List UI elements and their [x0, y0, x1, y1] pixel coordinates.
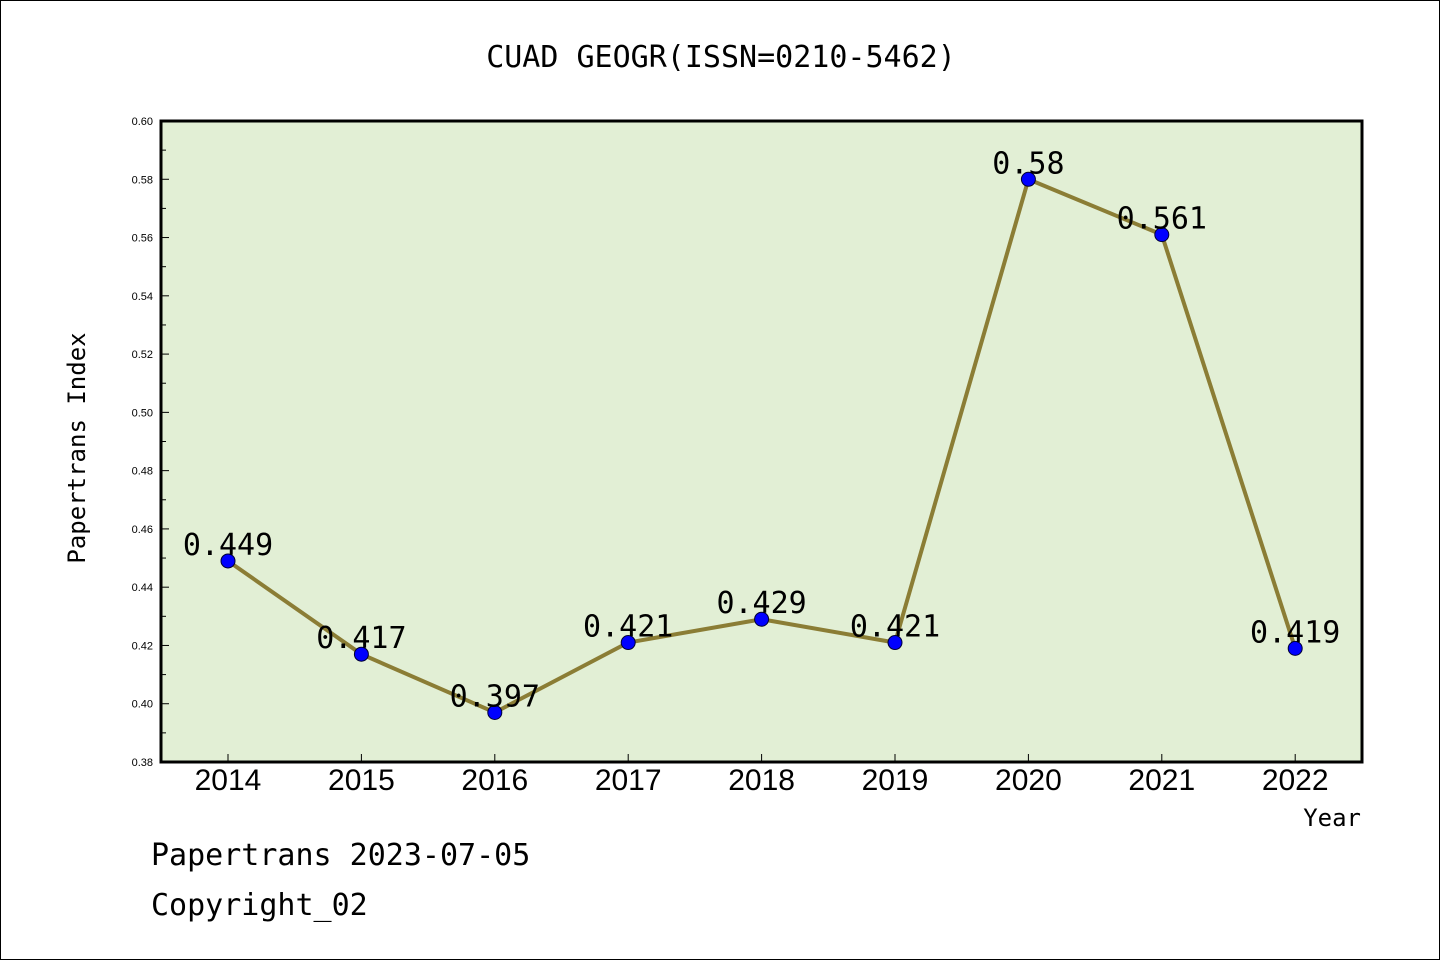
x-tick-label: 2022	[1262, 764, 1329, 797]
x-axis: 2014 2015 2016 2017 2018 2019 2020 2021 2022	[195, 754, 1329, 797]
y-tick-label: 0.60	[132, 116, 153, 128]
data-label: 0.421	[850, 610, 940, 645]
marker-group	[220, 171, 1303, 720]
x-tick-label: 2021	[1128, 764, 1195, 797]
y-tick-label: 0.52	[132, 349, 153, 361]
data-label: 0.561	[1117, 202, 1207, 237]
data-label: 0.419	[1250, 615, 1340, 650]
y-tick-label: 0.40	[132, 699, 153, 711]
data-label: 0.58	[992, 146, 1064, 181]
x-tick-label: 2020	[995, 764, 1062, 797]
x-tick-label: 2016	[461, 764, 528, 797]
data-label: 0.421	[583, 610, 673, 645]
y-tick-label: 0.42	[132, 640, 153, 652]
x-tick-label: 2017	[595, 764, 662, 797]
data-label: 0.449	[183, 528, 273, 563]
y-axis: 0.38 0.40 0.42 0.44 0.46 0.48 0.50 0.52 0.54 0.56…	[132, 116, 169, 769]
data-label-group: 0.449 0.417 0.397 0.421 0.429 0.421 0.58 0.561 0…	[183, 146, 1341, 714]
data-label: 0.429	[716, 586, 806, 621]
data-point	[353, 646, 369, 662]
data-point	[754, 611, 770, 627]
x-tick-label: 2018	[728, 764, 795, 797]
y-tick-label: 0.48	[132, 466, 153, 478]
data-point	[1287, 640, 1303, 656]
x-tick-label: 2019	[862, 764, 929, 797]
y-tick-label: 0.56	[132, 233, 153, 245]
data-point	[487, 704, 503, 720]
footer-copyright: Copyright_02	[151, 888, 368, 923]
x-tick-label: 2014	[195, 764, 262, 797]
data-point	[1020, 171, 1036, 187]
y-tick-label: 0.58	[132, 174, 153, 186]
footer-date: Papertrans 2023-07-05	[151, 838, 530, 873]
y-tick-label: 0.38	[132, 757, 153, 769]
x-tick-label: 2015	[328, 764, 395, 797]
x-axis-title: Year	[1303, 804, 1361, 832]
y-tick-label: 0.50	[132, 407, 153, 419]
data-label: 0.397	[450, 679, 540, 714]
data-point	[1154, 227, 1170, 243]
chart-title: CUAD GEOGR(ISSN=0210-5462)	[486, 40, 956, 75]
data-point	[220, 553, 236, 569]
y-tick-label: 0.46	[132, 524, 153, 536]
data-point	[620, 635, 636, 651]
y-tick-label: 0.44	[132, 582, 153, 594]
data-point	[887, 635, 903, 651]
y-tick-label: 0.54	[132, 291, 153, 303]
y-axis-title: Papertrans Index	[63, 332, 91, 563]
data-label: 0.417	[316, 621, 406, 656]
